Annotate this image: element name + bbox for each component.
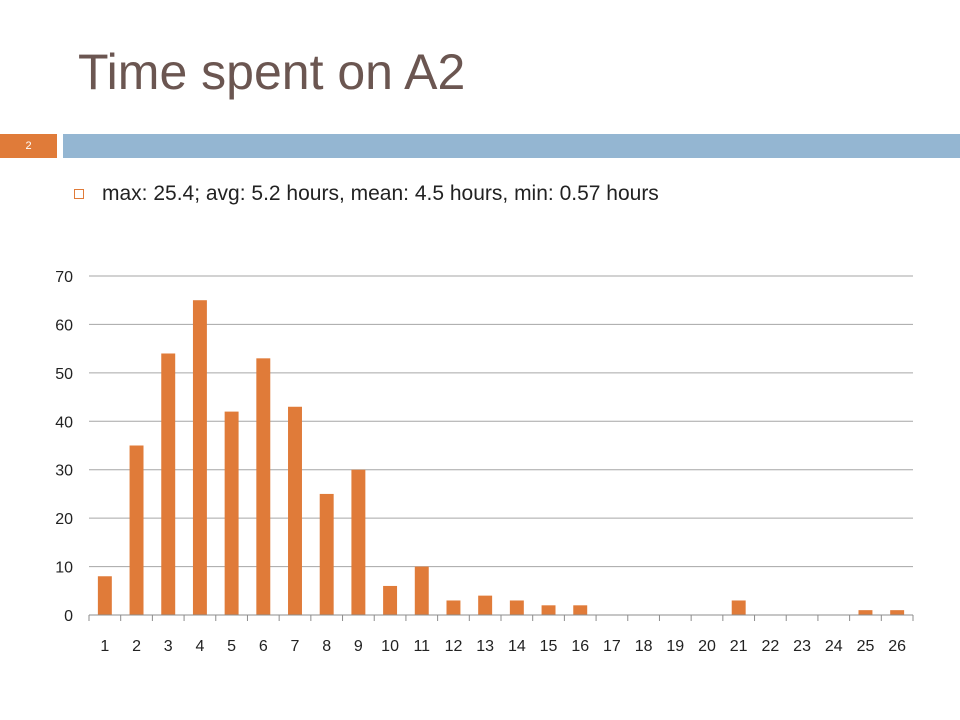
x-tick-label: 24: [825, 638, 843, 655]
x-tick-label: 8: [322, 638, 331, 655]
x-tick-label: 4: [195, 638, 204, 655]
x-tick-label: 25: [857, 638, 875, 655]
bar: [383, 585, 398, 615]
bar: [478, 595, 493, 615]
bar: [446, 600, 461, 615]
y-tick-label: 10: [55, 560, 73, 577]
x-tick-label: 26: [888, 638, 906, 655]
y-axis-ticks: 0 10 20 30 40 50 60 70: [55, 269, 73, 625]
x-tick-label: 12: [445, 638, 463, 655]
bar: [541, 605, 556, 615]
x-tick-label: 18: [635, 638, 653, 655]
bar: [890, 610, 905, 615]
y-tick-label: 20: [55, 511, 73, 528]
bar: [129, 445, 144, 615]
x-tick-label: 7: [291, 638, 300, 655]
slide-number: 2: [0, 134, 57, 158]
bars: [97, 300, 905, 615]
bullet-text: max: 25.4; avg: 5.2 hours, mean: 4.5 hou…: [102, 182, 659, 205]
x-tick-label: 11: [413, 638, 430, 655]
axes: [88, 614, 914, 621]
bar: [573, 605, 588, 615]
x-tick-label: 1: [100, 638, 109, 655]
bar: [161, 353, 176, 615]
y-tick-label: 30: [55, 463, 73, 480]
x-tick-label: 9: [354, 638, 363, 655]
bullet-square-icon: [74, 189, 84, 199]
x-tick-label: 10: [381, 638, 399, 655]
x-tick-label: 21: [730, 638, 748, 655]
bar: [192, 300, 207, 615]
x-axis-ticks: 1 2 3 4 5 6 7 8 9 10 11 12 13 14 15 16 17 18 19 20 21 22 23 24 2…: [100, 638, 906, 655]
x-tick-label: 14: [508, 638, 526, 655]
x-tick-label: 5: [227, 638, 236, 655]
x-tick-label: 16: [571, 638, 589, 655]
bullet-item: max: 25.4; avg: 5.2 hours, mean: 4.5 hou…: [74, 182, 659, 206]
x-tick-label: 3: [164, 638, 173, 655]
slide-title: Time spent on A2: [78, 44, 466, 100]
bar: [97, 576, 112, 615]
x-tick-label: 19: [666, 638, 684, 655]
bar: [256, 358, 271, 615]
x-tick-label: 2: [132, 638, 141, 655]
y-tick-label: 50: [55, 366, 73, 383]
bar: [414, 566, 429, 615]
gridlines: [89, 275, 913, 568]
bar: [319, 493, 334, 615]
x-tick-label: 17: [603, 638, 621, 655]
x-tick-label: 13: [476, 638, 494, 655]
y-tick-label: 40: [55, 414, 73, 431]
bar: [224, 411, 239, 615]
y-tick-label: 70: [55, 269, 73, 286]
x-tick-label: 22: [761, 638, 779, 655]
bar: [858, 610, 873, 615]
y-tick-label: 0: [64, 608, 73, 625]
bar: [288, 406, 302, 615]
bar: [731, 600, 746, 615]
bar: [509, 600, 524, 615]
x-tick-label: 23: [793, 638, 811, 655]
header-bar: [63, 134, 960, 158]
x-tick-label: 15: [540, 638, 558, 655]
bar: [351, 469, 366, 615]
x-tick-label: 6: [259, 638, 268, 655]
y-tick-label: 60: [55, 317, 73, 334]
x-tick-label: 20: [698, 638, 716, 655]
